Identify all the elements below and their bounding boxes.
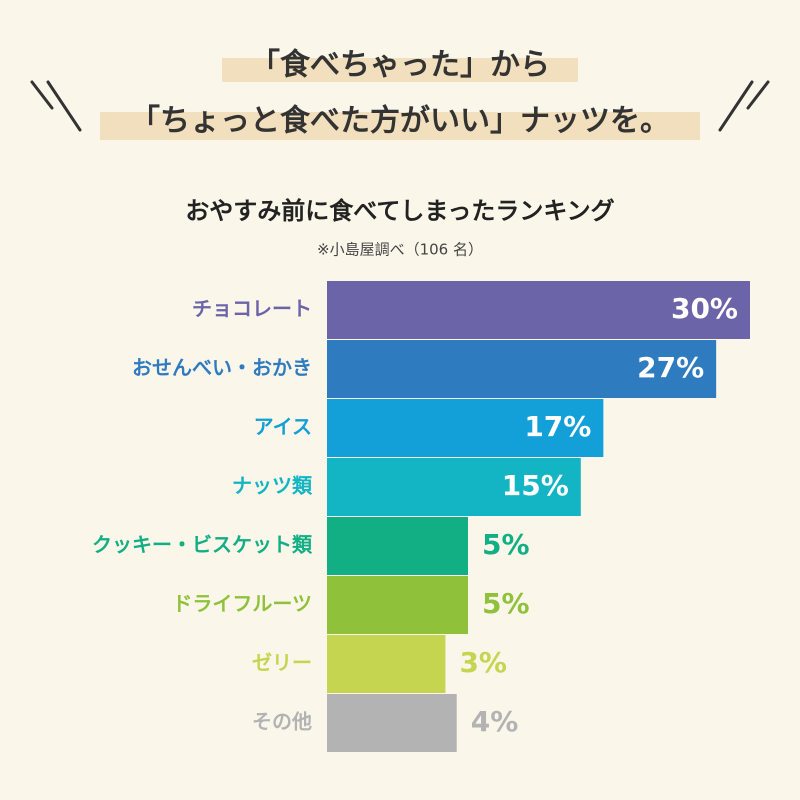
bar — [327, 694, 457, 752]
category-label: ゼリー — [252, 651, 312, 675]
category-label: クッキー・ビスケット類 — [92, 533, 313, 557]
bar — [327, 517, 468, 575]
highlight — [222, 58, 578, 82]
category-label: おせんべい・おかき — [132, 356, 312, 380]
bar — [327, 458, 581, 516]
category-label: チョコレート — [192, 297, 312, 321]
value-label: 3% — [459, 646, 507, 679]
note: ※小島屋調べ（106 名） — [317, 241, 483, 259]
category-label: ドライフルーツ — [172, 592, 312, 616]
bar — [327, 399, 604, 457]
title-line: 「食べちゃった」から — [250, 48, 550, 83]
value-label: 15% — [502, 469, 569, 502]
value-label: 30% — [671, 292, 738, 325]
category-label: アイス — [254, 415, 312, 439]
bar — [327, 635, 446, 693]
highlight — [100, 112, 700, 140]
bar — [327, 576, 468, 634]
category-label: その他 — [252, 710, 312, 734]
value-label: 5% — [482, 528, 530, 561]
decoration — [30, 80, 770, 132]
value-label: 27% — [637, 351, 704, 384]
subtitle: おやすみ前に食べてしまったランキング — [185, 197, 614, 225]
value-label: 4% — [471, 705, 519, 738]
value-label: 5% — [482, 587, 530, 620]
title-line: 「ちょっと食べた方がいい」ナッツを。 — [130, 104, 670, 139]
category-label: ナッツ類 — [232, 474, 313, 498]
bar — [327, 281, 750, 339]
bar — [327, 340, 717, 398]
value-label: 17% — [524, 410, 591, 443]
